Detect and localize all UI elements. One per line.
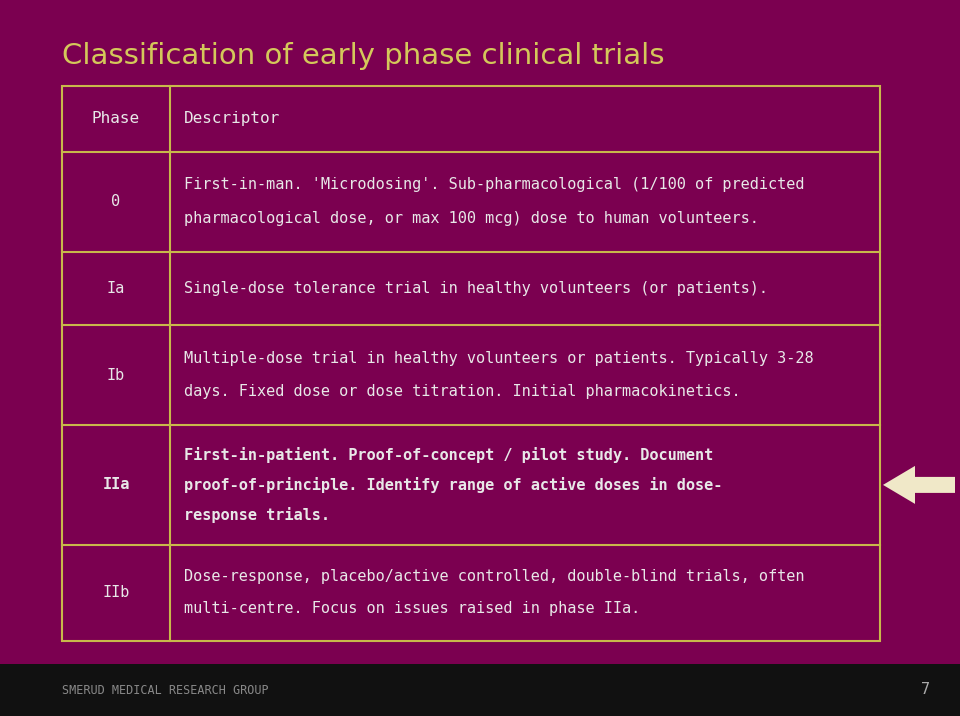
Text: IIa: IIa (103, 478, 130, 493)
Text: First-in-patient. Proof-of-concept / pilot study. Document: First-in-patient. Proof-of-concept / pil… (184, 447, 713, 463)
Polygon shape (883, 466, 955, 504)
Text: Dose-response, placebo/active controlled, double-blind trials, often: Dose-response, placebo/active controlled… (184, 569, 804, 584)
Text: Multiple-dose trial in healthy volunteers or patients. Typically 3-28: Multiple-dose trial in healthy volunteer… (184, 351, 814, 366)
Text: Ib: Ib (107, 367, 125, 382)
Text: 0: 0 (111, 194, 121, 209)
Text: Descriptor: Descriptor (184, 111, 280, 126)
Bar (0, 664, 960, 716)
Text: Classification of early phase clinical trials: Classification of early phase clinical t… (62, 42, 664, 70)
Text: proof-of-principle. Identify range of active doses in dose-: proof-of-principle. Identify range of ac… (184, 477, 722, 493)
Text: First-in-man. 'Microdosing'. Sub-pharmacological (1/100 of predicted: First-in-man. 'Microdosing'. Sub-pharmac… (184, 178, 804, 193)
Text: SMERUD MEDICAL RESEARCH GROUP: SMERUD MEDICAL RESEARCH GROUP (62, 684, 269, 697)
Text: multi-centre. Focus on issues raised in phase IIa.: multi-centre. Focus on issues raised in … (184, 601, 640, 616)
Text: Phase: Phase (92, 111, 140, 126)
Text: response trials.: response trials. (184, 507, 330, 523)
Text: Ia: Ia (107, 281, 125, 296)
Text: IIb: IIb (103, 585, 130, 600)
Bar (62, 86, 880, 641)
Text: days. Fixed dose or dose titration. Initial pharmacokinetics.: days. Fixed dose or dose titration. Init… (184, 384, 740, 400)
Text: 7: 7 (921, 682, 930, 697)
Text: pharmacological dose, or max 100 mcg) dose to human volunteers.: pharmacological dose, or max 100 mcg) do… (184, 211, 758, 226)
Text: Single-dose tolerance trial in healthy volunteers (or patients).: Single-dose tolerance trial in healthy v… (184, 281, 768, 296)
